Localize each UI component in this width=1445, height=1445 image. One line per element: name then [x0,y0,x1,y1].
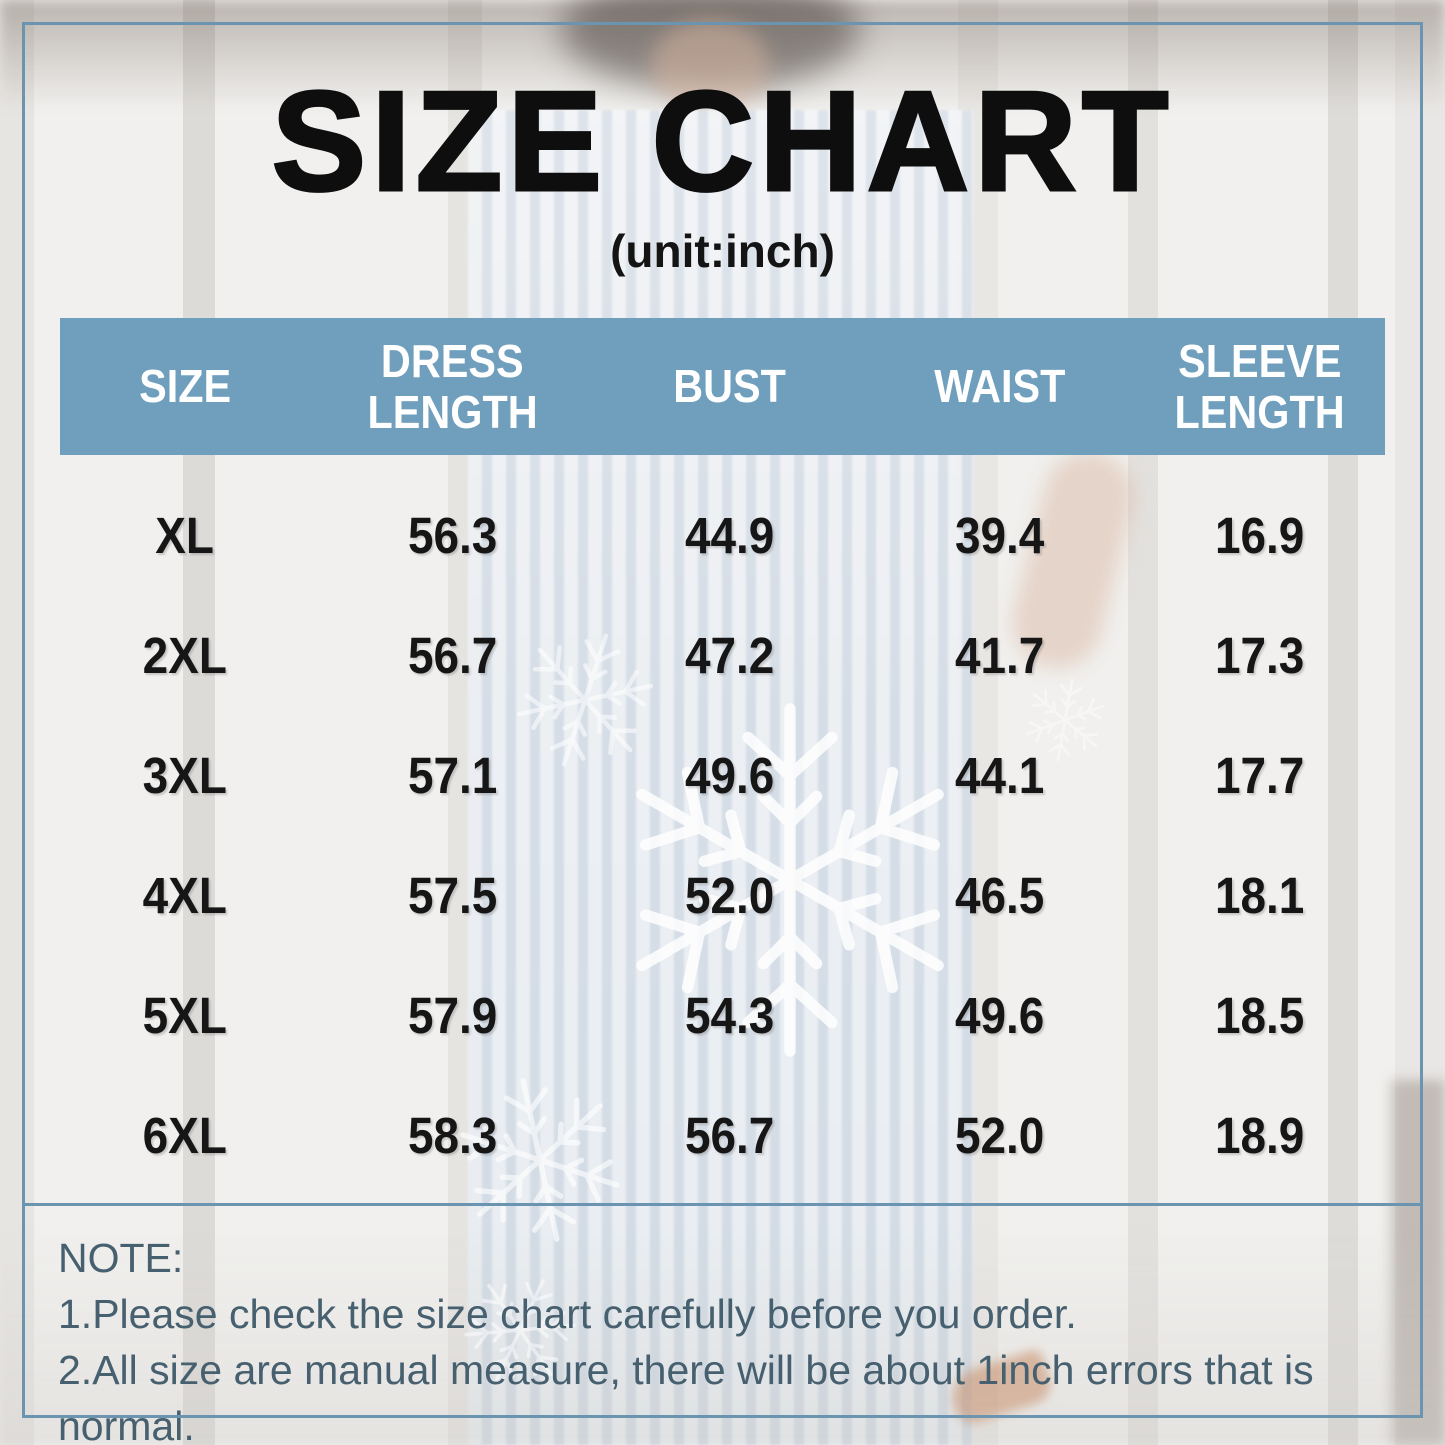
table-cell: 41.7 [955,626,1045,684]
table-cell: 49.6 [685,746,775,804]
table-body: XL 56.3 44.9 39.4 16.9 2XL 56.7 47.2 41.… [60,455,1385,1195]
note-label: NOTE: [58,1235,184,1281]
size-label: 6XL [142,1106,228,1164]
size-label: 4XL [142,866,228,924]
table-header-row: SIZE DRESS LENGTH BUST WAIST SLEEVE LENG… [60,318,1385,455]
column-header-dress-length: DRESS LENGTH [367,334,538,438]
size-label: 2XL [142,626,228,684]
table-cell: 49.6 [955,986,1045,1044]
table-cell: 58.3 [407,1106,498,1164]
table-cell: 44.9 [685,506,775,564]
table-cell: 56.7 [685,1106,775,1164]
size-chart-table: SIZE DRESS LENGTH BUST WAIST SLEEVE LENG… [60,318,1385,1195]
column-header-size: SIZE [138,360,232,413]
note-item: 1.Please check the size chart carefully … [58,1291,1077,1337]
table-cell: 18.5 [1215,986,1305,1044]
table-cell: 52.0 [685,866,775,924]
table-cell: 56.7 [407,626,498,684]
size-label: 3XL [142,746,228,804]
column-header-bust: BUST [673,360,787,413]
table-row-4xl: 4XL 57.5 52.0 46.5 18.1 [60,835,1385,955]
table-cell: 57.1 [407,746,498,804]
size-label: XL [155,506,215,564]
table-cell: 39.4 [955,506,1045,564]
table-cell: 18.1 [1215,866,1305,924]
column-header-waist: WAIST [934,360,1066,413]
table-row-5xl: 5XL 57.9 54.3 49.6 18.5 [60,955,1385,1075]
table-cell: 17.3 [1215,626,1305,684]
table-cell: 47.2 [685,626,775,684]
table-cell: 16.9 [1215,506,1305,564]
table-cell: 57.5 [407,866,498,924]
note-item: 2.All size are manual measure, there wil… [58,1347,1314,1445]
background-model-face [650,20,770,110]
background-floor [0,1225,1445,1445]
size-label: 5XL [142,986,228,1044]
table-row-6xl: 6XL 58.3 56.7 52.0 18.9 [60,1075,1385,1195]
note-section: NOTE: 1.Please check the size chart care… [58,1230,1398,1445]
note-divider-line [22,1203,1423,1206]
table-row-3xl: 3XL 57.1 49.6 44.1 17.7 [60,715,1385,835]
table-cell: 17.7 [1215,746,1305,804]
table-cell: 46.5 [955,866,1045,924]
table-row-xl: XL 56.3 44.9 39.4 16.9 [60,475,1385,595]
page-title: SIZE CHART [270,61,1174,223]
table-cell: 18.9 [1215,1106,1305,1164]
table-cell: 57.9 [407,986,498,1044]
table-cell: 44.1 [955,746,1045,804]
column-header-sleeve-length: SLEEVE LENGTH [1174,334,1346,438]
table-cell: 54.3 [685,986,775,1044]
table-cell: 52.0 [955,1106,1045,1164]
unit-subtitle: (unit:inch) [610,225,835,277]
table-cell: 56.3 [407,506,498,564]
table-row-2xl: 2XL 56.7 47.2 41.7 17.3 [60,595,1385,715]
background-chair-shadow [1391,1080,1445,1445]
